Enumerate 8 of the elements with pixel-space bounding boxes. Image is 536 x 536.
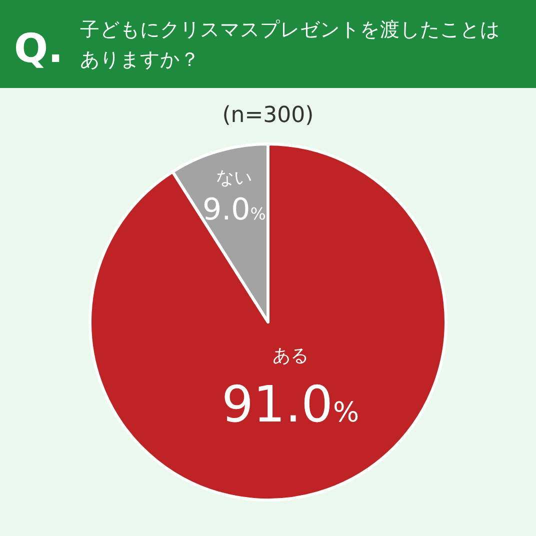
data-label: 91.0% (222, 375, 360, 434)
slice-label: ある (272, 345, 308, 366)
chart-subtitle: (n=300) (222, 103, 314, 128)
chart-title: 子どもにクリスマスプレゼントを渡したことはありますか？ (80, 18, 500, 71)
slice-label: ない (216, 167, 252, 188)
pie-slice (88, 142, 448, 502)
text: Q. (14, 26, 64, 72)
data-label: 9.0% (202, 192, 266, 228)
